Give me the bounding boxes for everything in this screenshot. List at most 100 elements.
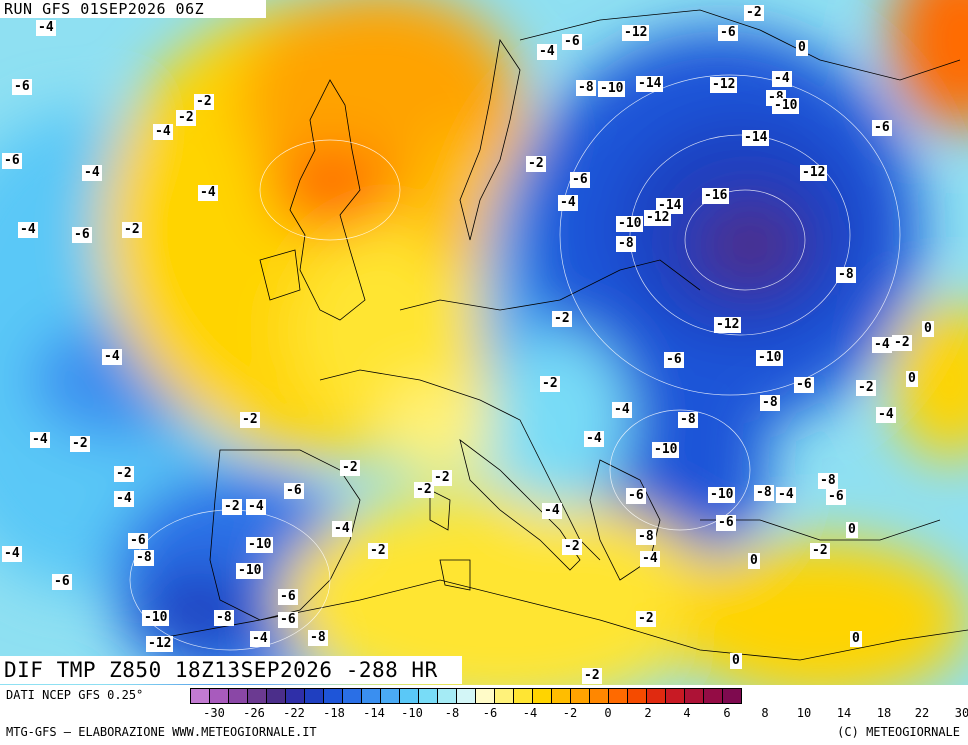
scale-swatch [532, 688, 552, 704]
isotherm-label: -2 [414, 482, 434, 498]
isotherm-label: -14 [636, 76, 664, 92]
isotherm-label: -4 [776, 487, 796, 503]
scale-tick-label: 18 [876, 706, 892, 720]
isotherm-label: -4 [246, 499, 266, 515]
isotherm-label: -10 [236, 563, 264, 579]
isotherm-label: -2 [114, 466, 134, 482]
scale-tick-label: 0 [604, 706, 612, 720]
scale-swatch [608, 688, 628, 704]
scale-swatch [380, 688, 400, 704]
coastlines [149, 9, 968, 661]
isotherm-label: -2 [540, 376, 560, 392]
isotherm-label: -4 [102, 349, 122, 365]
isotherm-label: -8 [818, 473, 838, 489]
isotherm-label: -16 [702, 188, 730, 204]
isotherm-label: -2 [194, 94, 214, 110]
isotherm-label: -4 [198, 185, 218, 201]
isotherm-label: -4 [872, 337, 892, 353]
isotherm-label: -12 [622, 25, 650, 41]
isotherm-label: -2 [70, 436, 90, 452]
scale-swatch [494, 688, 514, 704]
isotherm-label: -6 [278, 589, 298, 605]
isotherm-label: -8 [616, 236, 636, 252]
scale-tick-label: 8 [761, 706, 769, 720]
isotherm-label: 0 [796, 40, 808, 56]
isotherm-label: 0 [846, 522, 858, 538]
isotherm-label: -2 [368, 543, 388, 559]
data-source: DATI NCEP GFS 0.25° [6, 688, 144, 702]
scale-swatch [304, 688, 324, 704]
copyright-text: (C) METEOGIORNALE [837, 725, 960, 739]
isotherm-label: -4 [114, 491, 134, 507]
scale-swatch [684, 688, 704, 704]
scale-swatch [551, 688, 571, 704]
scale-swatch [513, 688, 533, 704]
isotherm-label: -6 [570, 172, 590, 188]
isotherm-label: -8 [760, 395, 780, 411]
scale-tick-label: -2 [562, 706, 578, 720]
isotherm-label: 0 [906, 371, 918, 387]
isotherm-label: 0 [748, 553, 760, 569]
scale-swatch [228, 688, 248, 704]
scale-swatch [570, 688, 590, 704]
isotherm-label: -4 [876, 407, 896, 423]
scale-swatch [399, 688, 419, 704]
isotherm-label: -8 [214, 610, 234, 626]
isotherm-label: 0 [922, 321, 934, 337]
isotherm-label: -6 [718, 25, 738, 41]
scale-swatch [342, 688, 362, 704]
scale-swatch [418, 688, 438, 704]
isotherm-label: -6 [872, 120, 892, 136]
isotherm-label: -8 [836, 267, 856, 283]
isotherm-label: -6 [2, 153, 22, 169]
isotherm-label: -2 [562, 539, 582, 555]
isotherm-label: -4 [18, 222, 38, 238]
isotherm-label: -2 [810, 543, 830, 559]
scale-tick-label: -14 [363, 706, 385, 720]
isotherm-label: -6 [626, 488, 646, 504]
scale-swatch [627, 688, 647, 704]
isotherm-label: -2 [856, 380, 876, 396]
scale-swatch [589, 688, 609, 704]
isotherm-label: -6 [52, 574, 72, 590]
isotherm-label: -10 [616, 216, 644, 232]
isotherm-label: -2 [176, 110, 196, 126]
contour-lines [129, 74, 901, 651]
isotherm-label: -6 [12, 79, 32, 95]
isotherm-label: -2 [552, 311, 572, 327]
isotherm-label: -6 [664, 352, 684, 368]
isotherm-label: -12 [146, 636, 174, 652]
isotherm-label: -2 [636, 611, 656, 627]
isotherm-label: -8 [678, 412, 698, 428]
scale-tick-label: -22 [283, 706, 305, 720]
scale-tick-label: -8 [444, 706, 460, 720]
isotherm-label: -12 [714, 317, 742, 333]
isotherm-label: -6 [562, 34, 582, 50]
isotherm-label: 0 [730, 653, 742, 669]
isotherm-label: -10 [246, 537, 274, 553]
map-title: DIF TMP Z850 18Z13SEP2026 -288 HR [0, 656, 462, 684]
isotherm-label: -4 [772, 71, 792, 87]
scale-swatch [475, 688, 495, 704]
run-label: RUN GFS 01SEP2026 06Z [0, 0, 266, 18]
isotherm-label: -8 [308, 630, 328, 646]
scale-swatch [456, 688, 476, 704]
scale-swatch [323, 688, 343, 704]
scale-tick-label: 2 [644, 706, 652, 720]
isotherm-label: -2 [240, 412, 260, 428]
scale-tick-label: -30 [203, 706, 225, 720]
credit-text: MTG-GFS – ELABORAZIONE WWW.METEOGIORNALE… [6, 725, 317, 739]
isotherm-label: -4 [640, 551, 660, 567]
scale-tick-label: 4 [683, 706, 691, 720]
isotherm-label: -4 [82, 165, 102, 181]
scale-swatch [437, 688, 457, 704]
scale-swatch [285, 688, 305, 704]
anomaly-field [0, 0, 968, 685]
isotherm-label: -10 [756, 350, 784, 366]
isotherm-label: -2 [432, 470, 452, 486]
isotherm-label: -2 [122, 222, 142, 238]
isotherm-label: -12 [710, 77, 738, 93]
isotherm-label: -14 [742, 130, 770, 146]
scale-swatch [722, 688, 742, 704]
scale-tick-label: 14 [836, 706, 852, 720]
